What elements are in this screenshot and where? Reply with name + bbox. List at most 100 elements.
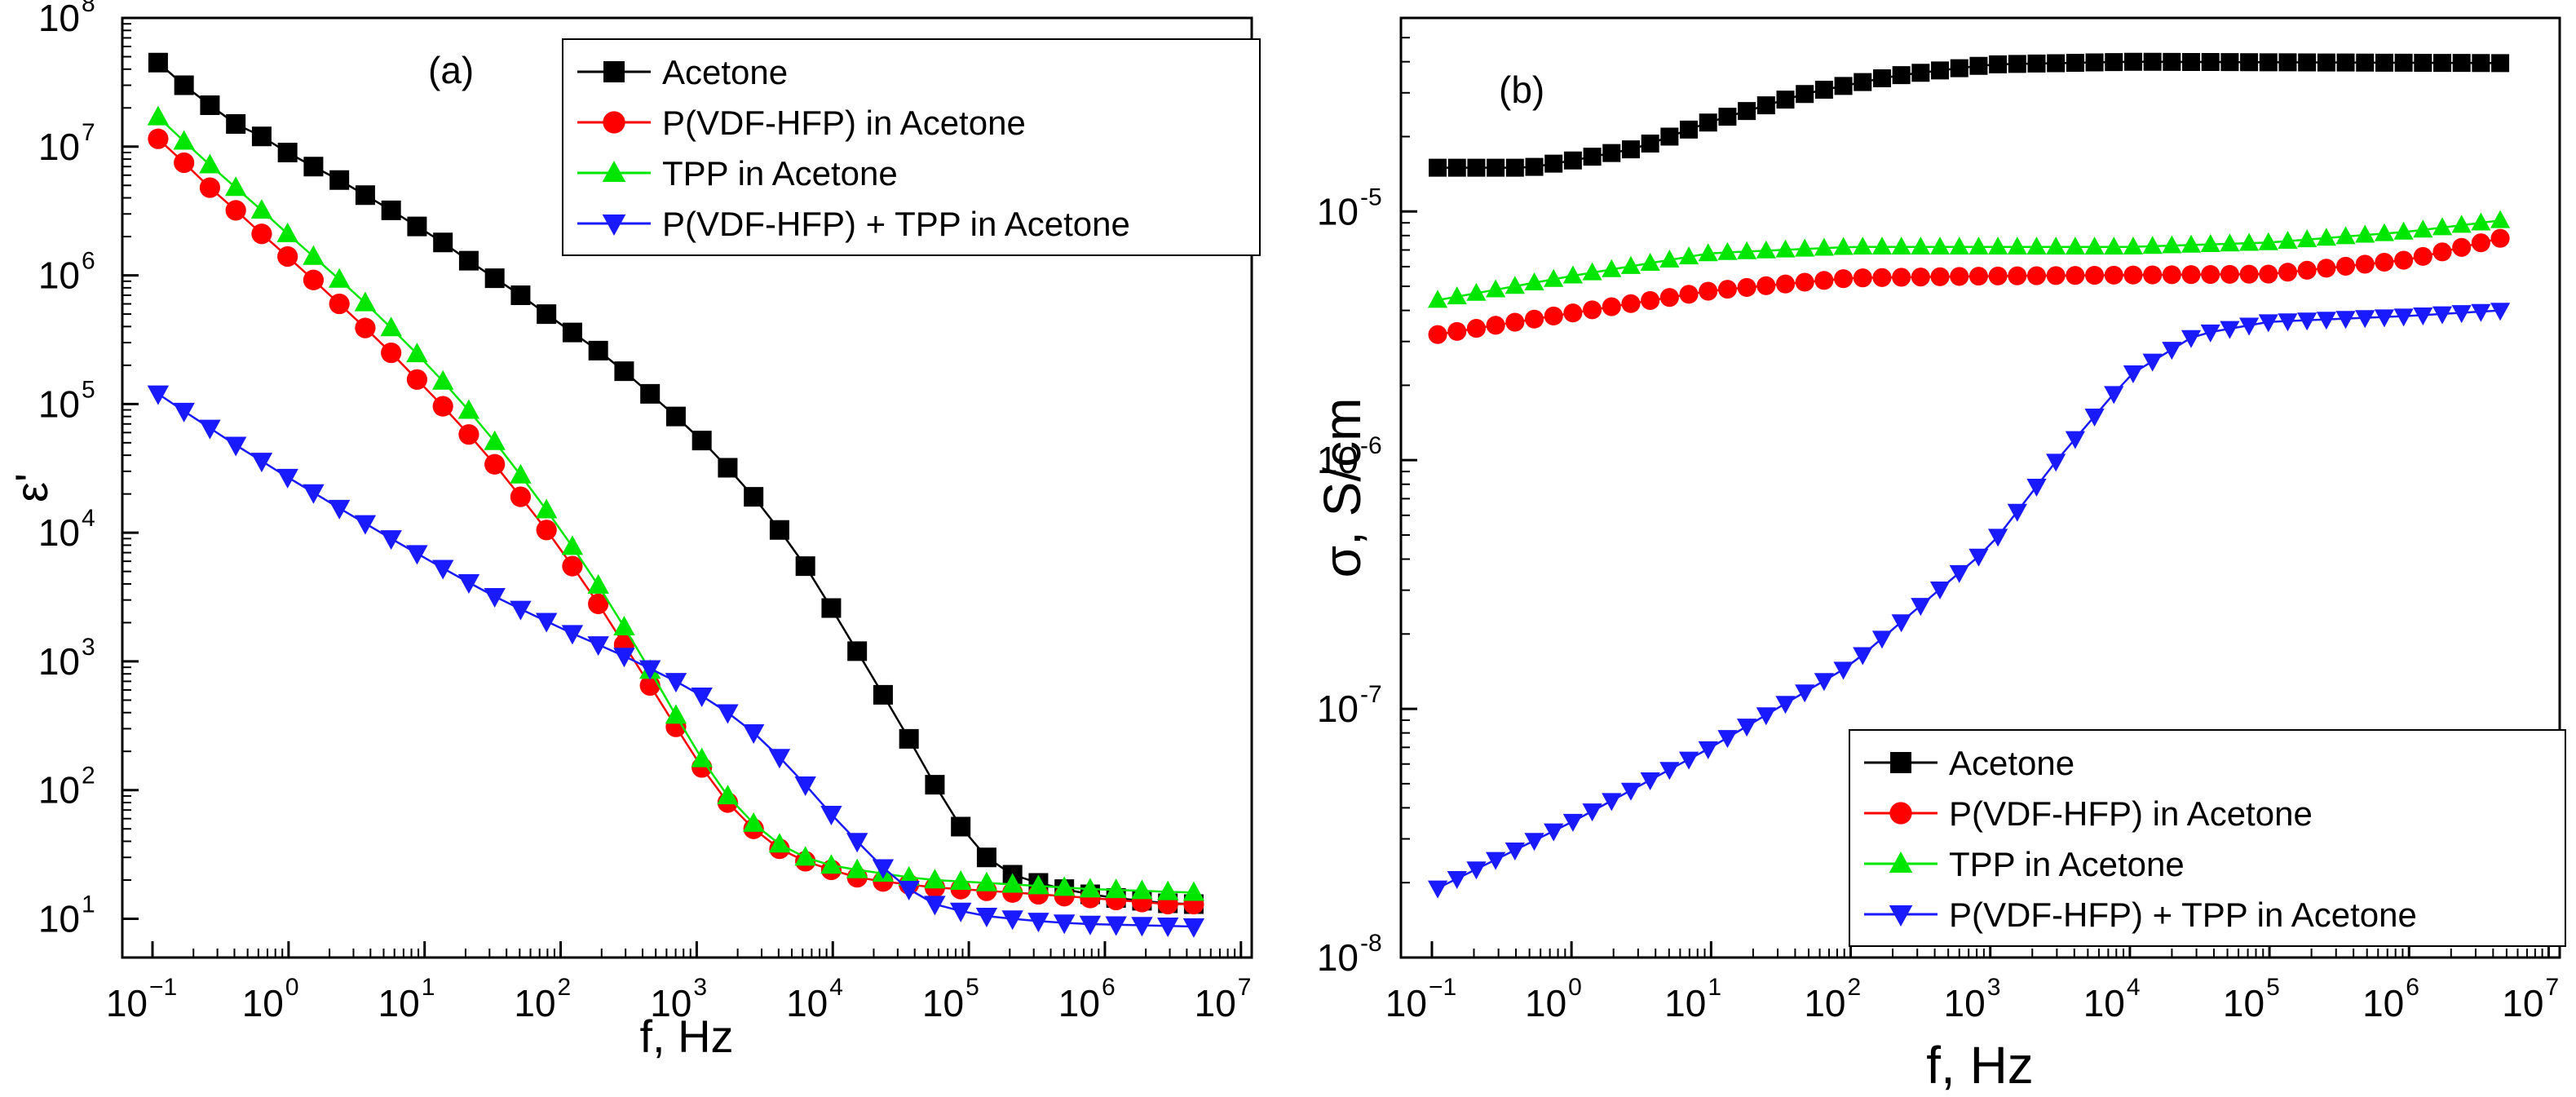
data-point	[303, 484, 325, 504]
data-point	[2142, 236, 2163, 254]
data-point	[1718, 108, 1737, 126]
data-point	[1621, 294, 1641, 313]
data-point	[2413, 219, 2433, 238]
data-point	[2220, 264, 2239, 284]
y-tick-label: 10	[1317, 936, 1359, 979]
data-point	[2065, 431, 2085, 449]
data-point	[2007, 237, 2027, 255]
data-point	[899, 728, 919, 749]
y-tick-label: 10	[1317, 190, 1359, 232]
data-point	[535, 613, 558, 633]
x-tick-label-exponent: 2	[558, 974, 572, 1001]
data-point	[2297, 312, 2318, 331]
data-point	[718, 458, 738, 478]
data-point	[2471, 233, 2490, 253]
series-p-vdf-hfp-tpp-in-acetone	[147, 385, 1205, 938]
data-point	[2066, 54, 2084, 73]
data-point	[2085, 53, 2104, 72]
data-point	[251, 223, 272, 245]
data-point	[2335, 226, 2356, 245]
data-point	[1427, 880, 1448, 899]
data-point	[2413, 246, 2432, 266]
data-point	[2394, 53, 2413, 72]
data-point	[1053, 876, 1076, 896]
x-tick-label: 10	[922, 982, 964, 1024]
legend-marker	[603, 111, 625, 134]
data-point	[1562, 813, 1584, 832]
data-point	[1988, 529, 2008, 547]
data-point	[1131, 917, 1153, 937]
data-point	[433, 232, 453, 253]
legend-entry: Acetone	[1864, 744, 2074, 782]
data-point	[1505, 276, 1525, 294]
panel-b-ticks: 10 −1 10 0 10 1 10 2 10 3 10 4 10 5 10 6 10 710 -810 -710 -6…	[1317, 37, 2559, 1024]
data-point	[1427, 290, 1448, 308]
data-point	[846, 833, 868, 853]
data-point	[1872, 69, 1891, 87]
data-point	[873, 684, 893, 705]
data-point	[1911, 64, 1930, 82]
data-point	[1911, 598, 1931, 617]
data-point	[2258, 232, 2278, 250]
data-point	[1505, 842, 1525, 860]
x-tick-label: 10	[2502, 982, 2543, 1024]
data-point	[951, 816, 971, 837]
data-point	[2047, 54, 2066, 73]
data-point	[2316, 312, 2336, 330]
data-point	[2065, 237, 2085, 255]
panel-b-legend-box	[1849, 729, 2566, 947]
data-point	[665, 704, 687, 724]
data-point	[1182, 918, 1205, 938]
data-point	[1131, 879, 1153, 900]
data-point	[2008, 266, 2027, 285]
data-point	[2278, 263, 2298, 282]
panel-a-y-axis-title: ε'	[6, 473, 57, 502]
data-point	[640, 383, 661, 404]
data-point	[1640, 252, 1660, 271]
data-point	[510, 463, 532, 484]
data-point	[199, 419, 221, 440]
x-tick-label: 10	[1525, 982, 1566, 1024]
data-point	[1950, 59, 1968, 77]
data-point	[821, 598, 842, 618]
data-point	[2317, 259, 2336, 278]
data-point	[148, 128, 169, 149]
data-point	[2490, 210, 2511, 228]
x-tick-label-exponent: 1	[1708, 974, 1721, 1001]
data-point	[1968, 548, 1989, 567]
data-point	[562, 322, 582, 343]
data-point	[2046, 237, 2066, 255]
y-tick-label-exponent: 6	[82, 248, 95, 275]
data-point	[1640, 772, 1660, 791]
data-point	[224, 176, 247, 197]
data-point	[1602, 297, 1621, 316]
data-point	[174, 152, 195, 174]
legend-entry: TPP in Acetone	[577, 154, 898, 192]
panel-b-y-axis-title: σ, S/cm	[1313, 398, 1372, 578]
panel-a-label: (a)	[428, 49, 474, 91]
data-point	[742, 812, 765, 832]
data-point	[1486, 279, 1506, 298]
data-point	[1447, 286, 1467, 305]
x-tick-label: 10	[1195, 982, 1236, 1024]
data-point	[380, 530, 402, 551]
panel-a-legend-box	[562, 38, 1261, 256]
data-point	[1891, 614, 1911, 633]
data-point	[199, 153, 221, 174]
data-point	[407, 216, 427, 237]
data-point	[510, 285, 531, 306]
data-point	[1756, 707, 1776, 726]
x-tick-label-exponent: 5	[2266, 974, 2280, 1001]
x-tick-label: 10	[2083, 982, 2125, 1024]
data-point	[303, 157, 324, 177]
data-point	[1698, 741, 1718, 759]
data-point	[355, 317, 376, 338]
data-point	[1891, 237, 1911, 255]
data-point	[1447, 870, 1467, 889]
data-point	[2452, 54, 2471, 73]
data-point	[1775, 239, 1796, 258]
data-point	[2181, 265, 2201, 285]
legend-entry: Acetone	[577, 53, 788, 91]
data-point	[1854, 73, 1872, 91]
data-point	[2393, 221, 2414, 240]
